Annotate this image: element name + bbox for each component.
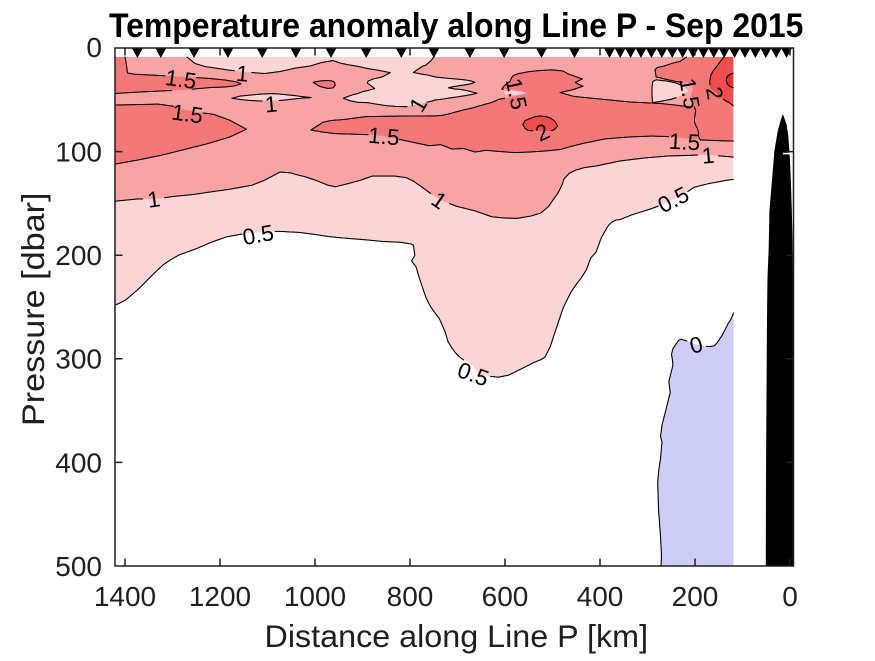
- svg-text:1: 1: [146, 186, 162, 212]
- svg-text:Pressure [dbar]: Pressure [dbar]: [15, 193, 51, 427]
- svg-text:0: 0: [687, 331, 706, 358]
- svg-text:1.5: 1.5: [668, 129, 701, 156]
- svg-text:100: 100: [55, 137, 102, 168]
- svg-text:Distance along Line P [km]: Distance along Line P [km]: [265, 618, 649, 654]
- svg-text:800: 800: [387, 581, 434, 612]
- svg-text:0.5: 0.5: [241, 220, 276, 250]
- svg-text:500: 500: [55, 551, 102, 582]
- svg-text:0: 0: [86, 32, 102, 63]
- svg-text:1.5: 1.5: [164, 65, 198, 94]
- svg-text:200: 200: [55, 240, 102, 271]
- svg-text:Temperature anomaly along Line: Temperature anomaly along Line P - Sep 2…: [109, 7, 804, 45]
- svg-text:200: 200: [672, 581, 719, 612]
- svg-text:1200: 1200: [189, 581, 251, 612]
- svg-text:2: 2: [701, 85, 728, 102]
- svg-text:1.5: 1.5: [674, 76, 704, 111]
- svg-text:400: 400: [577, 581, 624, 612]
- svg-text:600: 600: [482, 581, 529, 612]
- svg-text:1.5: 1.5: [367, 123, 400, 151]
- svg-text:1: 1: [264, 91, 279, 117]
- svg-text:1: 1: [701, 143, 716, 169]
- svg-text:0: 0: [782, 581, 798, 612]
- svg-text:1: 1: [235, 61, 250, 87]
- svg-text:300: 300: [55, 344, 102, 375]
- svg-text:1400: 1400: [94, 581, 156, 612]
- svg-text:1000: 1000: [284, 581, 346, 612]
- svg-text:1.5: 1.5: [170, 99, 204, 128]
- svg-text:400: 400: [55, 447, 102, 478]
